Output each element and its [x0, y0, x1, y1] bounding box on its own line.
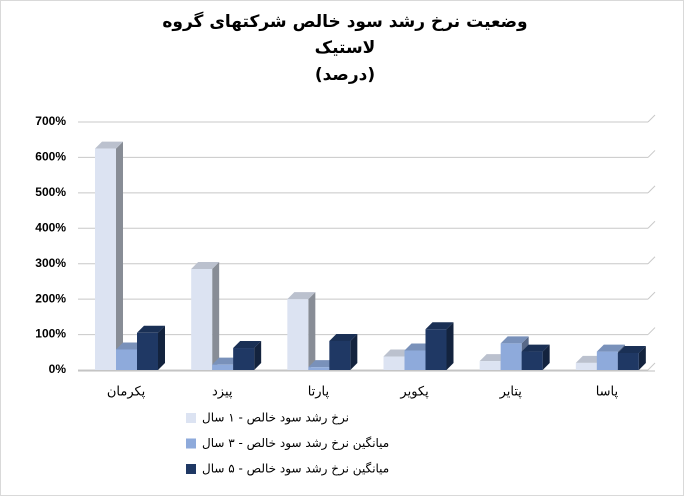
- legend-label: میانگین نرخ رشد سود خالص - ۵ سال: [202, 462, 389, 477]
- bar-top: [425, 322, 454, 330]
- bar: [191, 269, 213, 370]
- grid-depth: [647, 256, 656, 265]
- bar: [500, 343, 522, 370]
- grid-depth: [647, 220, 656, 229]
- bar-top: [95, 141, 123, 149]
- bar-top: [191, 262, 220, 270]
- bar-top: [329, 333, 358, 341]
- bar: [308, 367, 330, 370]
- bar: [521, 351, 543, 370]
- chart-title: وضعیت نرخ رشد سود خالص شرکتهای گروه: [162, 11, 527, 32]
- bar: [116, 349, 137, 370]
- bar-side: [638, 345, 646, 370]
- bar: [137, 332, 158, 370]
- bar-top: [233, 341, 262, 349]
- bar-top: [596, 344, 625, 352]
- bar-side: [158, 325, 165, 370]
- bar-side: [542, 344, 550, 370]
- legend-swatch: [186, 464, 196, 474]
- x-tick-label: پکویر: [399, 385, 429, 400]
- bar: [233, 348, 255, 370]
- y-tick-label: 100%: [35, 327, 66, 341]
- legend-label: میانگین نرخ رشد سود خالص - ۳ سال: [202, 436, 389, 451]
- grid-depth: [647, 291, 656, 300]
- bar-side: [254, 341, 262, 370]
- bar-top: [617, 345, 646, 353]
- bar-side: [116, 141, 123, 370]
- x-tick-label: پیزد: [212, 385, 233, 400]
- y-tick-label: 700%: [35, 114, 66, 128]
- y-tick-label: 600%: [35, 150, 66, 164]
- bar-side: [350, 333, 358, 370]
- y-tick-label: 0%: [49, 362, 67, 376]
- bar-side: [212, 262, 220, 370]
- bar: [575, 362, 597, 370]
- x-tick-label: پارتا: [308, 385, 330, 400]
- legend-label: نرخ رشد سود خالص - ۱ سال: [202, 411, 349, 426]
- y-tick-label: 200%: [35, 291, 66, 305]
- bar-top: [137, 325, 165, 333]
- bar-top: [287, 292, 316, 300]
- legend-swatch: [186, 413, 196, 423]
- bar: [617, 352, 639, 370]
- bar: [212, 364, 234, 370]
- bar: [383, 356, 405, 370]
- bar: [329, 340, 351, 370]
- grid-depth: [647, 327, 656, 335]
- bar-top: [500, 336, 529, 344]
- bar-side: [446, 322, 454, 370]
- bar-top: [521, 344, 550, 352]
- x-tick-label: پکرمان: [107, 385, 146, 400]
- y-tick-label: 400%: [35, 220, 66, 234]
- bar: [95, 148, 116, 370]
- y-tick-label: 500%: [35, 185, 66, 199]
- bar: [404, 350, 426, 370]
- x-tick-label: پاسا: [596, 385, 619, 400]
- chart-title: لاستیک: [315, 38, 376, 58]
- chart-title: (درصد): [315, 65, 375, 85]
- legend-swatch: [186, 438, 196, 449]
- grid-depth: [647, 185, 656, 194]
- y-tick-label: 300%: [35, 256, 66, 270]
- bar: [287, 299, 309, 370]
- bar-side: [308, 292, 316, 370]
- grid-depth: [647, 362, 656, 371]
- bar: [596, 351, 618, 370]
- x-tick-label: پتایر: [499, 385, 523, 400]
- bar: [425, 329, 447, 370]
- grid-depth: [647, 150, 656, 158]
- grid-depth: [647, 114, 656, 123]
- bar: [479, 361, 501, 370]
